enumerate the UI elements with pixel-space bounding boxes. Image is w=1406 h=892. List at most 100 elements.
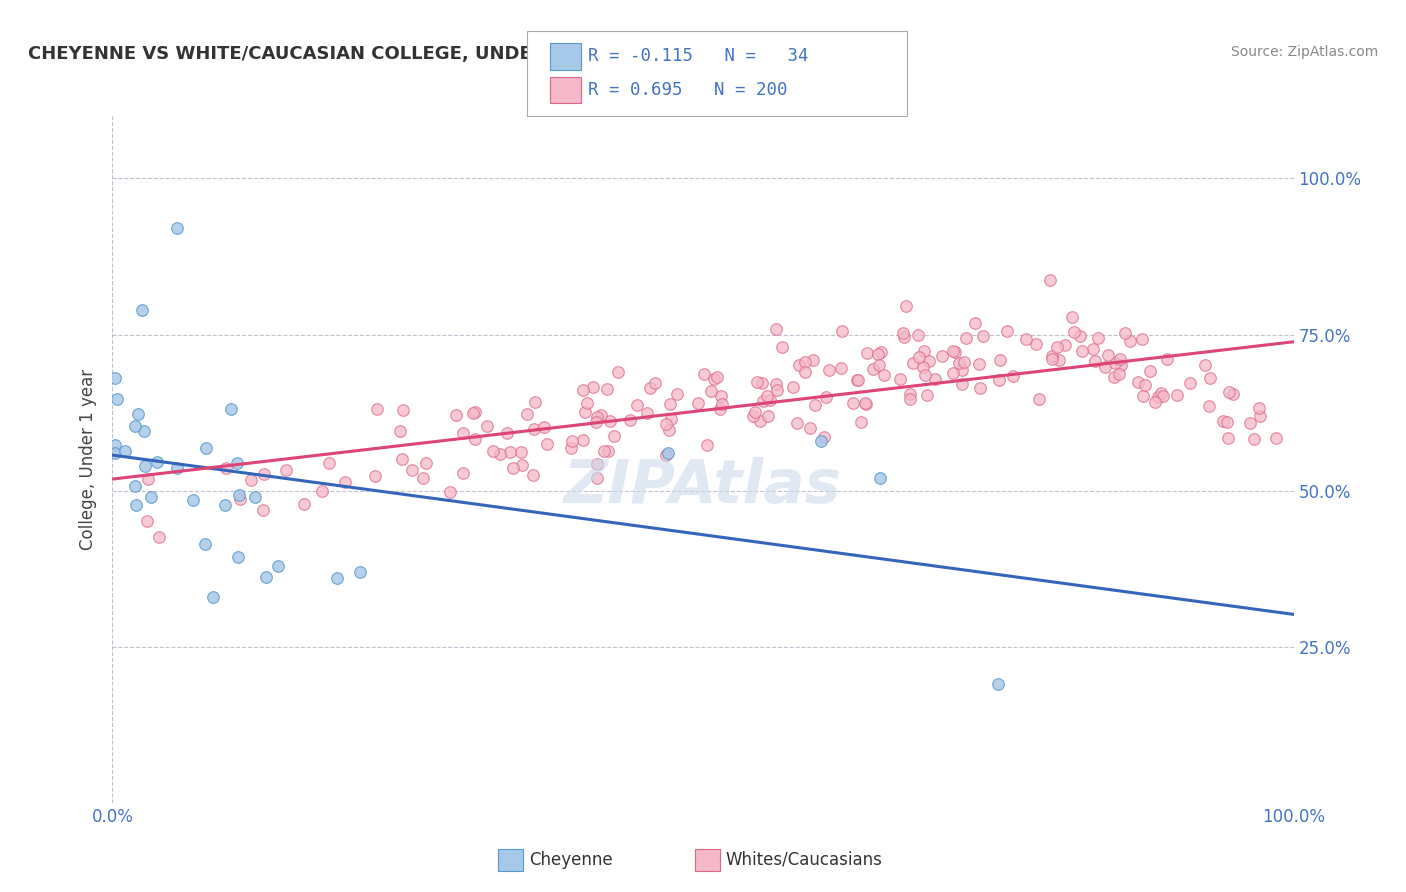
Point: [499, 445, 522, 459]
Point: [765, 322, 787, 336]
Point: [696, 438, 718, 452]
Point: [522, 422, 544, 436]
Point: [900, 386, 922, 401]
Point: [388, 424, 411, 438]
Point: [748, 414, 770, 428]
Point: [901, 356, 924, 370]
Y-axis label: College, Under 1 year: College, Under 1 year: [79, 368, 97, 550]
Point: [810, 434, 832, 448]
Point: [969, 382, 991, 396]
Point: [267, 558, 290, 573]
Point: [481, 443, 503, 458]
Point: [318, 456, 340, 470]
Point: [1070, 344, 1092, 359]
Point: [215, 461, 238, 475]
Point: [862, 362, 884, 376]
Point: [1143, 395, 1166, 409]
Point: [889, 371, 911, 385]
Point: [659, 412, 682, 426]
Point: [866, 347, 889, 361]
Point: [801, 352, 824, 367]
Point: [1109, 351, 1132, 366]
Point: [146, 455, 169, 469]
Point: [141, 490, 163, 504]
Point: [893, 330, 915, 344]
Point: [1198, 399, 1220, 413]
Text: R = 0.695   N = 200: R = 0.695 N = 200: [588, 81, 787, 99]
Point: [392, 403, 415, 417]
Point: [1039, 273, 1062, 287]
Point: [924, 371, 946, 385]
Point: [194, 537, 217, 551]
Point: [911, 360, 934, 375]
Point: [965, 316, 987, 330]
Point: [693, 367, 716, 381]
Point: [1249, 409, 1271, 423]
Point: [214, 498, 236, 512]
Point: [709, 389, 731, 403]
Point: [475, 419, 498, 434]
Point: [657, 446, 679, 460]
Point: [1104, 355, 1126, 369]
Point: [626, 398, 648, 412]
Point: [585, 471, 607, 485]
Point: [104, 371, 127, 385]
Point: [1216, 416, 1239, 430]
Text: R = -0.115   N =   34: R = -0.115 N = 34: [588, 47, 808, 65]
Point: [166, 461, 188, 475]
Point: [124, 479, 146, 493]
Point: [700, 384, 723, 398]
Point: [756, 409, 779, 424]
Point: [1126, 375, 1149, 389]
Point: [1166, 387, 1188, 401]
Point: [606, 365, 628, 379]
Point: [658, 397, 681, 411]
Point: [787, 359, 810, 373]
Point: [1063, 325, 1085, 339]
Point: [688, 395, 710, 409]
Point: [1046, 340, 1069, 354]
Point: [855, 397, 877, 411]
Point: [1218, 384, 1240, 399]
Point: [181, 493, 204, 508]
Point: [533, 419, 555, 434]
Point: [593, 443, 616, 458]
Point: [967, 358, 990, 372]
Point: [931, 349, 953, 363]
Point: [1102, 370, 1125, 384]
Point: [226, 456, 249, 470]
Point: [1109, 359, 1132, 373]
Point: [752, 393, 775, 408]
Point: [451, 466, 474, 480]
Point: [136, 472, 159, 486]
Point: [842, 396, 865, 410]
Point: [292, 497, 315, 511]
Point: [464, 432, 486, 446]
Point: [571, 434, 593, 448]
Point: [195, 441, 218, 455]
Point: [439, 485, 461, 500]
Point: [512, 458, 534, 473]
Point: [401, 463, 423, 477]
Point: [219, 402, 242, 417]
Point: [1243, 432, 1265, 446]
Point: [444, 409, 467, 423]
Point: [1094, 359, 1116, 374]
Point: [1040, 349, 1063, 363]
Point: [953, 355, 976, 369]
Point: [751, 376, 773, 390]
Point: [571, 383, 593, 397]
Point: [114, 443, 136, 458]
Point: [1047, 352, 1070, 367]
Point: [988, 373, 1011, 387]
Point: [254, 570, 277, 584]
Point: [166, 221, 188, 235]
Point: [326, 571, 349, 585]
Point: [148, 531, 170, 545]
Point: [853, 396, 876, 410]
Point: [1150, 385, 1173, 400]
Point: [1139, 364, 1161, 378]
Point: [105, 392, 128, 406]
Point: [793, 355, 815, 369]
Point: [1180, 376, 1202, 390]
